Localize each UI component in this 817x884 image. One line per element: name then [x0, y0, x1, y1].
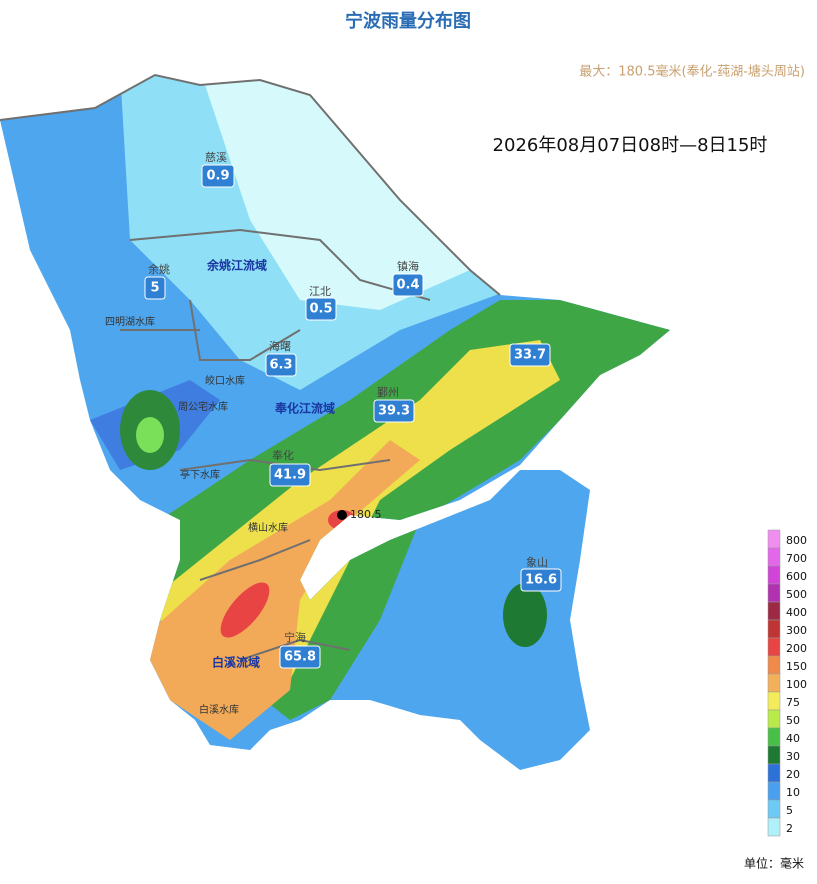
legend-swatch: [767, 583, 781, 603]
station-box: [520, 568, 562, 592]
legend-label: 100: [786, 678, 807, 691]
station-name: 象山: [526, 556, 548, 569]
reservoir-label: 亭下水库: [180, 468, 220, 481]
legend-label: 400: [786, 606, 807, 619]
station-value: 41.9: [274, 468, 306, 483]
legend-label: 75: [786, 696, 800, 709]
period: 2026年08月07日08时—8日15时: [493, 135, 768, 156]
station-name: 镇海: [397, 259, 419, 273]
legend-label: 30: [786, 750, 800, 763]
legend-label: 150: [786, 660, 807, 673]
legend-label: 5: [786, 804, 793, 817]
station-box: [201, 164, 235, 188]
legend-swatch: [767, 727, 781, 747]
legend-swatch: [767, 799, 781, 819]
station-box: [269, 463, 311, 487]
legend-label: 20: [786, 768, 800, 781]
title: 宁波雨量分布图: [345, 10, 471, 32]
rain-field: [0, 75, 670, 770]
legend-swatch: [767, 547, 781, 567]
legend-label: 50: [786, 714, 800, 727]
station-box: [305, 297, 337, 321]
stations: 慈溪 0.9 余姚 5 镇海 0.4 江北 0.5 海曙 6.3 33.7 鄞州…: [144, 150, 562, 669]
station-box: [373, 399, 415, 423]
legend-swatch: [767, 565, 781, 585]
station-name: 余姚: [148, 262, 170, 276]
legend-swatch: [767, 781, 781, 801]
station-box: [279, 645, 321, 669]
reservoir-label: 横山水库: [248, 521, 288, 534]
legend-label: 2: [786, 822, 793, 835]
legend-swatch: [767, 709, 781, 729]
station-name: 江北: [309, 285, 331, 298]
station-box: [509, 343, 551, 367]
station-value: 6.3: [269, 358, 292, 373]
station-value: 5: [150, 281, 159, 296]
legend-label: 500: [786, 588, 807, 601]
station-value: 65.8: [284, 650, 316, 665]
reservoir-label: 皎口水库: [205, 374, 245, 387]
legend-label: 800: [786, 534, 807, 547]
max-value: 180.5: [350, 508, 382, 521]
legend-swatch: [767, 745, 781, 765]
legend-label: 700: [786, 552, 807, 565]
station-name: 鄞州: [377, 386, 399, 399]
station-value: 0.9: [206, 169, 229, 184]
station-name: 慈溪: [205, 150, 227, 164]
legend-swatch: [767, 691, 781, 711]
station-box: [265, 353, 297, 377]
legend-swatch: [767, 619, 781, 639]
legend-label: 40: [786, 732, 800, 745]
reservoir-label: 四明湖水库: [105, 315, 155, 328]
legend-label: 10: [786, 786, 800, 799]
basin-label: 余姚江流域: [206, 258, 267, 273]
legend-swatch: [767, 763, 781, 783]
reservoir-label: 白溪水库: [199, 703, 239, 716]
legend-label: 200: [786, 642, 807, 655]
legend-swatch: [767, 529, 781, 549]
station-name: 奉化: [272, 448, 294, 462]
station-box: [144, 276, 166, 300]
legend-swatch: [767, 817, 781, 837]
basin-label: 白溪流域: [212, 655, 260, 670]
station-value: 33.7: [514, 348, 546, 363]
legend-swatch: [767, 601, 781, 621]
legend-swatch: [767, 637, 781, 657]
station-name: 海曙: [269, 339, 291, 353]
station-value: 16.6: [525, 573, 557, 588]
legend-label: 600: [786, 570, 807, 583]
station-box: [392, 273, 424, 297]
max-point: [337, 510, 347, 520]
legend: 800 700 600 500 400 300 200 150 100 75 50 40 30 20 10 5…: [767, 529, 807, 837]
legend-label: 300: [786, 624, 807, 637]
station-value: 0.5: [309, 302, 332, 317]
reservoir-label: 周公宅水库: [178, 400, 228, 413]
station-name: 宁海: [284, 630, 306, 644]
legend-unit: 单位：毫米: [744, 856, 804, 871]
legend-swatch: [767, 655, 781, 675]
basin-label: 奉化江流域: [274, 401, 335, 416]
station-value: 39.3: [378, 404, 410, 419]
max-note: 最大：180.5毫米(奉化-莼湖-塘头周站): [579, 64, 805, 80]
station-value: 0.4: [396, 278, 419, 293]
legend-swatch: [767, 673, 781, 693]
